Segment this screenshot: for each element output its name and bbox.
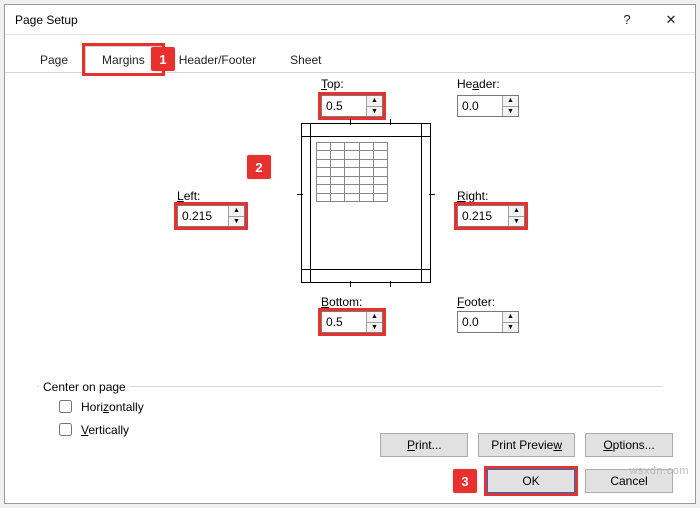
ok-button[interactable]: OK	[487, 469, 575, 493]
left-label: Left:	[177, 189, 200, 203]
action-button-row: Print... Print Preview Options...	[5, 433, 695, 457]
bottom-spinner[interactable]: ▲▼	[321, 311, 383, 333]
horizontally-checkbox[interactable]: Horizontally	[55, 397, 662, 416]
bottom-input[interactable]	[322, 312, 366, 332]
chevron-down-icon[interactable]: ▼	[367, 323, 382, 333]
chevron-up-icon[interactable]: ▲	[367, 96, 382, 107]
tab-sheet[interactable]: Sheet	[273, 46, 338, 73]
tab-page[interactable]: Page	[23, 46, 85, 73]
preview-grid-icon	[316, 142, 388, 202]
cancel-button[interactable]: Cancel	[585, 469, 673, 493]
callout-1: 1	[151, 47, 175, 71]
left-input[interactable]	[178, 206, 228, 226]
top-spinner-arrows[interactable]: ▲▼	[366, 96, 382, 116]
header-label: Header:	[457, 77, 500, 91]
right-spinner-arrows[interactable]: ▲▼	[508, 206, 524, 226]
horizontally-input[interactable]	[59, 400, 72, 413]
chevron-up-icon[interactable]: ▲	[509, 206, 524, 217]
chevron-up-icon[interactable]: ▲	[503, 96, 518, 107]
chevron-down-icon[interactable]: ▼	[503, 323, 518, 333]
footer-spinner[interactable]: ▲▼	[457, 311, 519, 333]
chevron-up-icon[interactable]: ▲	[503, 312, 518, 323]
margins-panel: Top: ▲▼ Header: ▲▼ 2 Left: ▲▼ Right: ▲▼	[5, 73, 695, 457]
window-title: Page Setup	[15, 13, 605, 27]
top-label: Top:	[321, 77, 344, 91]
ok-cancel-row: 3 OK Cancel	[5, 469, 695, 493]
tab-strip: Page Margins Header/Footer Sheet 1	[5, 35, 695, 73]
bottom-label: Bottom:	[321, 295, 362, 309]
titlebar: Page Setup ? ✕	[5, 5, 695, 35]
chevron-up-icon[interactable]: ▲	[367, 312, 382, 323]
page-setup-dialog: Page Setup ? ✕ Page Margins Header/Foote…	[4, 4, 696, 504]
tab-header-footer[interactable]: Header/Footer	[162, 46, 273, 73]
callout-2: 2	[247, 155, 271, 179]
right-input[interactable]	[458, 206, 508, 226]
center-legend: Center on page	[39, 380, 130, 394]
chevron-down-icon[interactable]: ▼	[503, 107, 518, 117]
callout-3: 3	[453, 469, 477, 493]
left-spinner-arrows[interactable]: ▲▼	[228, 206, 244, 226]
header-spinner[interactable]: ▲▼	[457, 95, 519, 117]
close-icon[interactable]: ✕	[649, 5, 693, 35]
chevron-down-icon[interactable]: ▼	[367, 107, 382, 117]
chevron-up-icon[interactable]: ▲	[229, 206, 244, 217]
footer-input[interactable]	[458, 312, 502, 332]
print-button[interactable]: Print...	[380, 433, 468, 457]
footer-spinner-arrows[interactable]: ▲▼	[502, 312, 518, 332]
left-spinner[interactable]: ▲▼	[177, 205, 245, 227]
header-input[interactable]	[458, 96, 502, 116]
chevron-down-icon[interactable]: ▼	[229, 217, 244, 227]
top-input[interactable]	[322, 96, 366, 116]
bottom-spinner-arrows[interactable]: ▲▼	[366, 312, 382, 332]
right-spinner[interactable]: ▲▼	[457, 205, 525, 227]
options-button[interactable]: Options...	[585, 433, 673, 457]
help-icon[interactable]: ?	[605, 5, 649, 35]
print-preview-button[interactable]: Print Preview	[478, 433, 575, 457]
footer-label: Footer:	[457, 295, 495, 309]
header-spinner-arrows[interactable]: ▲▼	[502, 96, 518, 116]
right-label: Right:	[457, 189, 488, 203]
page-preview	[301, 123, 431, 283]
top-spinner[interactable]: ▲▼	[321, 95, 383, 117]
chevron-down-icon[interactable]: ▼	[509, 217, 524, 227]
